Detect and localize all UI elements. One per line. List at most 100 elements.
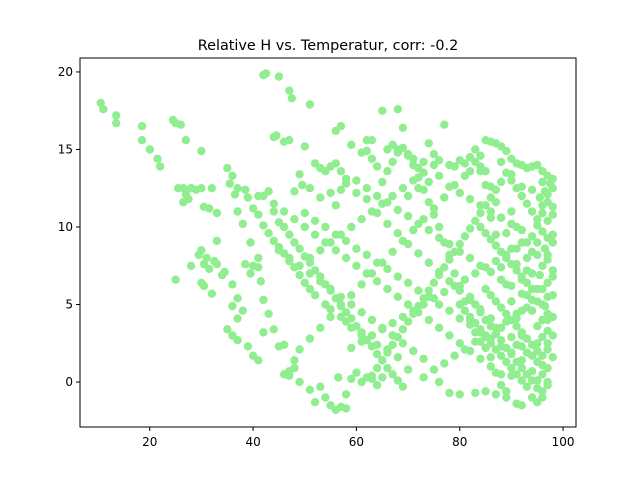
data-point [491,256,501,266]
data-point [403,211,413,221]
data-point [533,238,542,247]
data-point [341,404,351,413]
data-point [434,171,444,180]
data-point [471,269,480,278]
data-point [352,261,361,270]
data-point [517,376,526,385]
data-point [543,216,552,225]
data-point [538,332,547,342]
data-point [548,210,557,219]
data-point [372,380,382,390]
data-point [274,72,284,81]
data-point [502,253,511,263]
data-point [367,371,377,380]
data-point [522,382,532,391]
data-point [372,363,382,373]
data-point [450,180,459,190]
x-tick-label: 60 [349,435,364,449]
data-point [254,263,263,272]
data-point [305,284,315,294]
data-point [543,278,552,287]
data-point [543,377,552,387]
data-point [388,318,397,328]
data-point [145,145,154,154]
data-point [502,229,511,238]
data-point [512,314,521,323]
data-point [357,215,366,224]
data-point [321,393,330,402]
data-point [502,387,511,396]
data-point [481,167,490,176]
data-point [429,149,439,159]
data-point [367,136,377,145]
data-point [450,162,459,171]
data-point [290,356,299,365]
data-point [533,284,542,294]
data-point [347,222,356,232]
data-point [491,230,501,239]
data-point [326,188,335,198]
data-point [112,118,121,128]
data-point [300,278,309,287]
data-point [378,177,387,187]
data-point [512,222,521,232]
data-point [217,270,227,280]
data-point [496,263,506,272]
data-point [393,292,402,301]
data-point [445,306,454,315]
data-point [533,160,542,170]
data-point [393,105,402,114]
data-point [341,390,351,399]
data-point [331,246,340,255]
data-point [481,387,490,396]
data-point [341,253,351,263]
scatter-points [96,69,557,415]
data-point [357,280,366,289]
data-point [305,334,315,343]
y-tick-label: 10 [58,220,73,234]
data-point [455,314,464,323]
data-point [347,314,356,323]
data-point [383,363,392,373]
data-point [517,331,526,340]
data-point [538,393,547,402]
data-point [269,325,278,334]
data-point [419,373,428,382]
data-point [429,210,439,219]
data-point [241,185,250,194]
data-point [455,281,464,291]
data-point [491,345,501,354]
data-point [398,123,408,132]
data-point [336,292,346,301]
data-point [269,207,278,216]
data-point [548,230,557,239]
data-point [538,300,547,309]
data-point [548,202,557,211]
data-point [512,340,521,349]
data-point [502,357,511,367]
data-point [481,229,490,238]
data-point [429,294,439,303]
data-point [507,244,516,253]
data-point [517,238,526,247]
data-point [538,261,547,270]
data-point [507,176,516,185]
data-point [496,336,506,345]
data-point [522,253,532,263]
data-point [403,317,413,326]
data-point [491,241,501,250]
data-point [527,367,537,376]
data-point [279,340,289,349]
data-point [378,258,387,267]
data-point [230,190,240,199]
data-point [486,207,495,216]
data-point [535,270,544,280]
data-point [334,373,343,382]
data-point [517,191,526,201]
data-point [393,229,402,238]
data-point [434,377,444,387]
data-point [256,277,265,286]
data-point [362,250,371,260]
data-point [171,275,180,284]
data-point [336,230,346,239]
